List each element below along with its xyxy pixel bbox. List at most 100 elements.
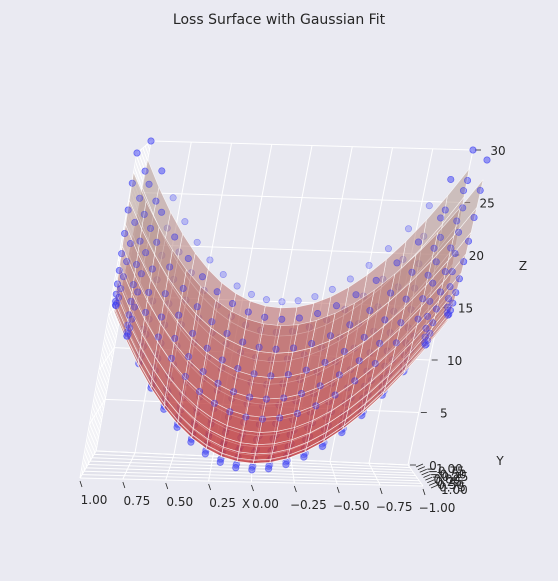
scatter-point-front [459,204,467,212]
scatter-point-front [426,329,434,337]
scatter-point [262,296,270,304]
x-tick-label: 1.00 [81,493,108,507]
scatter-point-front [246,393,254,401]
scatter-point-front [294,410,302,418]
scatter-point-front [298,390,306,398]
scatter-point-front [125,311,133,319]
scatter-point-front [465,237,473,245]
scatter-point-front [464,176,472,184]
scatter-point-front [421,333,429,341]
scatter-point-front [239,338,247,346]
scatter-point-front [142,249,150,257]
scatter-point-front [451,250,459,258]
scatter-point [328,285,336,293]
scatter-point-front [316,382,324,390]
scatter-point-front [189,329,197,337]
scatter-point-front [436,288,444,296]
scatter-point-front [444,303,452,311]
scatter-point-front [126,240,134,248]
scatter-point [201,450,209,458]
y-axis-label: Y [495,454,504,468]
scatter-point-front [123,258,131,266]
z-tick-label: 5 [440,407,448,421]
scatter-point-front [446,306,454,314]
scatter-point-front [113,299,121,307]
scatter-point [158,167,166,175]
scatter-point-front [355,357,363,365]
y-tick-label: 0.50 [437,478,464,492]
scatter-point-front [154,333,162,341]
plot-area [112,137,491,474]
x-tick-mark [79,480,83,488]
scatter-point-front [459,187,467,195]
scatter-point-front [295,314,303,322]
scatter-point-front [199,368,207,376]
y-tick-label: −1.00 [426,462,463,476]
scatter-point-front [124,321,132,329]
scatter-point [133,149,141,157]
z-tick-label: 0 [429,459,437,473]
scatter-point-front [441,206,449,214]
scatter-point-front [429,319,437,327]
scatter-point-front [424,271,432,279]
y-tick-label: 1.00 [441,483,468,497]
scatter-point-front [387,289,395,297]
z-tick-label: 20 [469,249,484,263]
scatter-point-front [145,288,153,296]
grid-line-y-floor [87,464,416,476]
scatter-point [193,238,201,246]
z-tick-label: 30 [490,144,505,158]
scatter-point-front [153,238,161,246]
scatter-point-front [469,146,477,154]
scatter-point-front [424,336,432,344]
scatter-point [405,225,413,233]
x-tick-label: −1.00 [419,501,456,515]
x-tick-label: 0.75 [124,494,151,508]
scatter-point [469,146,477,154]
grid-line-z-back [150,140,474,151]
scatter-point-front [137,270,145,278]
scatter-point-front [218,356,226,364]
scatter-point-front [290,344,298,352]
scatter-point-front [250,370,258,378]
scatter-point-front [226,408,234,416]
scatter-point-front [402,295,410,303]
scatter-point [311,293,319,301]
scatter-point-front [443,309,451,317]
y-tick-label: −0.25 [432,470,469,484]
scatter-point [319,442,327,450]
scatter-point-front [455,228,463,236]
scatter-point-front [123,332,131,340]
tick-marks: 1.00 0.75 0.50 0.25 0.00 −0.25 −0.50 −0.75 −1.00… [79,144,506,515]
scatter-point-front [112,297,120,305]
scatter-point [216,459,224,467]
scatter-point-front [426,297,434,305]
scatter-point-front [408,268,416,276]
scatter-point-front [453,217,461,225]
scatter-point-front [124,330,132,338]
x-tick-mark [251,484,254,492]
scatter-point-front [133,149,141,157]
scatter-point-front [393,259,401,267]
scatter-point-front [121,230,129,238]
scatter-point-front [152,197,160,205]
scatter-point-front [213,288,221,296]
scatter-point [216,458,224,466]
scatter-point-front [445,310,453,318]
grid-line-y-floor [81,474,422,484]
y-tick-label: 0.00 [434,473,461,487]
scatter-point-front [124,206,132,214]
scatter-point-front [371,360,379,368]
scatter-point-front [276,414,284,422]
scatter-point-front [112,302,120,310]
scatter-point-front [114,280,122,288]
scatter-point [318,443,326,451]
scatter-point [282,461,290,469]
scatter-point-front [118,250,126,258]
scatter-point-front [372,276,380,284]
scatter-point-front [267,372,275,380]
scatter-point-front [280,394,288,402]
scatter-point-front [171,334,179,342]
scatter-point-front [424,312,432,320]
